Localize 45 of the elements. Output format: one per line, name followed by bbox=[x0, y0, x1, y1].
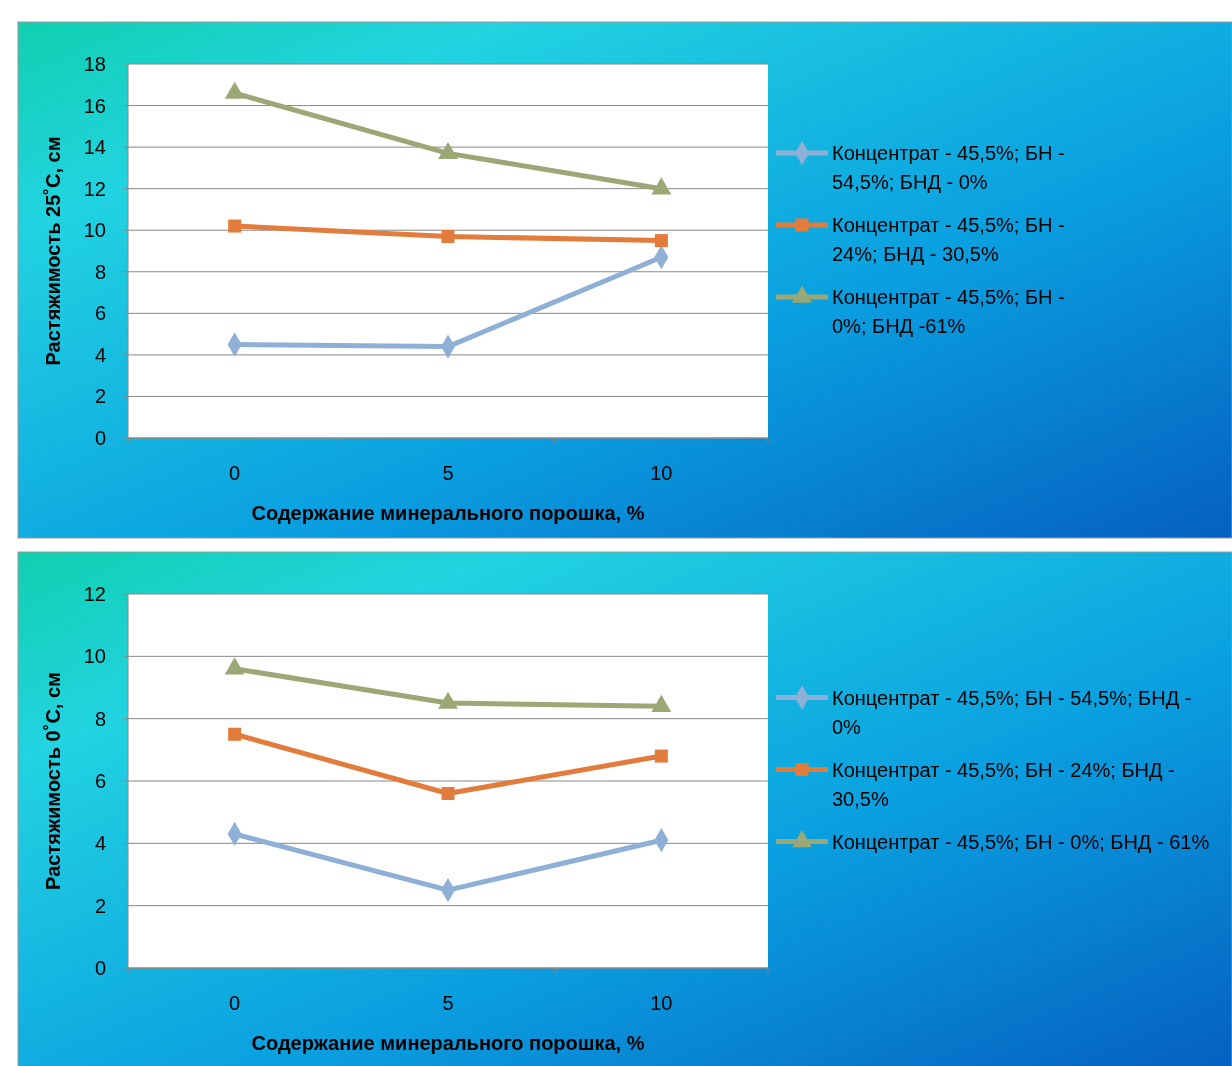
x-tick-label: 0 bbox=[229, 462, 241, 484]
y-tick-label: 18 bbox=[83, 53, 106, 75]
legend-label: Концентрат - 45,5%; БН - 54,5%; БНД - 0% bbox=[832, 142, 1065, 193]
point bbox=[224, 657, 245, 675]
y-tick-label: 0 bbox=[94, 957, 106, 979]
y-tick-label: 4 bbox=[94, 832, 106, 855]
point bbox=[654, 234, 668, 248]
point bbox=[441, 229, 455, 243]
y-tick-label: 14 bbox=[83, 136, 106, 159]
x-tick-label: 10 bbox=[650, 992, 673, 1014]
y-tick-label: 10 bbox=[83, 219, 106, 242]
point bbox=[228, 219, 242, 233]
point bbox=[228, 727, 242, 741]
y-tick-label: 6 bbox=[94, 302, 106, 325]
y-tick-label: 0 bbox=[94, 427, 106, 449]
point bbox=[654, 749, 668, 763]
legend-label: Концентрат - 45,5%; БН - 24%; БНД - 30,5% bbox=[832, 758, 1175, 810]
x-tick-label: 5 bbox=[442, 992, 454, 1014]
y-tick-label: 2 bbox=[94, 385, 106, 408]
point bbox=[651, 177, 672, 195]
y-tick-label: 8 bbox=[94, 260, 106, 283]
x-tick-label: 5 bbox=[442, 462, 454, 484]
x-axis-title: Содержание минерального порошка, % bbox=[251, 502, 645, 524]
y-tick-label: 6 bbox=[94, 770, 106, 792]
y-tick-label: 8 bbox=[94, 707, 106, 730]
x-tick-label: 0 bbox=[229, 992, 241, 1014]
y-tick-label: 10 bbox=[83, 645, 106, 668]
point bbox=[441, 786, 455, 800]
point bbox=[438, 141, 458, 160]
y-tick-label: 16 bbox=[83, 94, 106, 117]
y-tick-label: 12 bbox=[83, 583, 106, 605]
y-axis-title: Растяжимость 0˚С, см bbox=[42, 672, 64, 890]
y-axis-title: Растяжимость 25˚С, см bbox=[42, 136, 64, 366]
y-tick-label: 2 bbox=[94, 894, 106, 917]
y-tick-label: 4 bbox=[94, 343, 106, 366]
legend-label: Концентрат - 45,5%; БН - 54,5%; БНД - 0% bbox=[832, 686, 1192, 738]
x-tick-label: 10 bbox=[650, 462, 673, 484]
point bbox=[438, 691, 458, 709]
y-tick-label: 12 bbox=[83, 177, 106, 200]
x-axis-title: Содержание минерального порошка, % bbox=[251, 1032, 645, 1054]
point bbox=[651, 694, 672, 712]
legend-label: Концентрат - 45,5%; БН - 0%; БНД -61% bbox=[832, 286, 1065, 337]
legend-label: Концентрат - 45,5%; БН - 24%; БНД - 30,5% bbox=[832, 214, 1065, 265]
point bbox=[224, 81, 245, 99]
legend-label: Концентрат - 45,5%; БН - 0%; БНД - 61% bbox=[832, 830, 1210, 853]
